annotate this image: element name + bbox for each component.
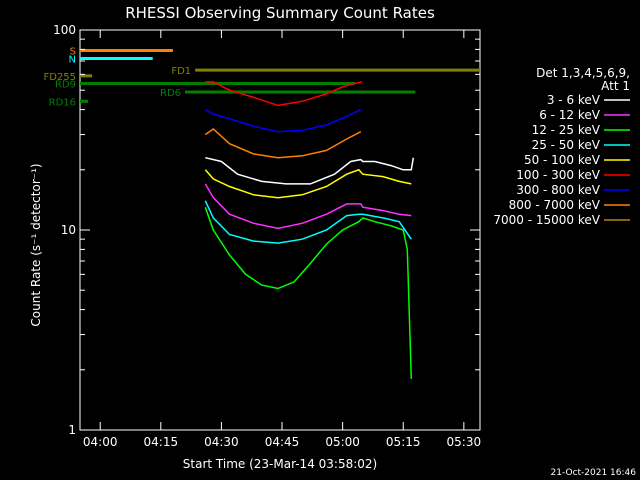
series-line-2 xyxy=(204,206,413,379)
legend-header: Att 1 xyxy=(601,79,630,93)
x-tick-label: 05:15 xyxy=(386,435,421,449)
plot-border xyxy=(79,29,481,431)
state-bar-label: RD16 xyxy=(49,97,76,108)
x-tick-label: 04:15 xyxy=(144,435,179,449)
x-tick-label: 04:45 xyxy=(265,435,300,449)
legend-label: 300 - 800 keV xyxy=(516,183,600,197)
state-bar-label: S xyxy=(70,46,76,57)
state-bar-label: RD6 xyxy=(160,88,181,99)
state-bar-label: FD255 xyxy=(43,72,76,83)
series-line-3 xyxy=(204,200,412,244)
series-line-6 xyxy=(204,108,362,133)
legend-header: Det 1,3,4,5,6,9, xyxy=(536,66,630,80)
x-tick-label: 04:00 xyxy=(83,435,118,449)
y-axis-label: Count Rate (s⁻¹ detector⁻¹) xyxy=(29,163,43,326)
legend-label: 3 - 6 keV xyxy=(547,93,601,107)
series-group xyxy=(204,81,415,379)
x-tick-label: 04:30 xyxy=(204,435,239,449)
series-line-7 xyxy=(204,128,362,159)
tick-labels: 04:00 04:15 04:30 04:45 05:00 05:15 05:30 1 10 10… xyxy=(53,23,481,449)
y-tick-label: 1 xyxy=(68,423,76,437)
x-tick-label: 05:00 xyxy=(325,435,360,449)
legend-label: 100 - 300 keV xyxy=(516,168,600,182)
state-bar-label: RD9 xyxy=(55,80,76,91)
y-tick-label: 10 xyxy=(61,223,76,237)
x-axis-label: Start Time (23-Mar-14 03:58:02) xyxy=(183,457,377,471)
legend-label: 7000 - 15000 keV xyxy=(493,213,600,227)
legend-label: 6 - 12 keV xyxy=(539,108,601,122)
legend-label: 12 - 25 keV xyxy=(532,123,601,137)
legend-label: 50 - 100 keV xyxy=(524,153,601,167)
legend-label: 800 - 7000 keV xyxy=(509,198,601,212)
series-line-4 xyxy=(204,168,412,199)
x-tick-label: 05:30 xyxy=(447,435,482,449)
series-line-1 xyxy=(204,183,412,230)
legend-label: 25 - 50 keV xyxy=(532,138,601,152)
state-bar-label: FD1 xyxy=(171,66,191,77)
y-tick-label: 100 xyxy=(53,23,76,37)
state-bar-label: N xyxy=(69,55,76,66)
footer-date: 21-Oct-2021 16:46 xyxy=(551,468,637,478)
plot-frame xyxy=(79,29,481,431)
chart-title: RHESSI Observing Summary Count Rates xyxy=(125,4,435,22)
series-line-0 xyxy=(205,156,415,185)
series-line-5 xyxy=(205,81,363,107)
